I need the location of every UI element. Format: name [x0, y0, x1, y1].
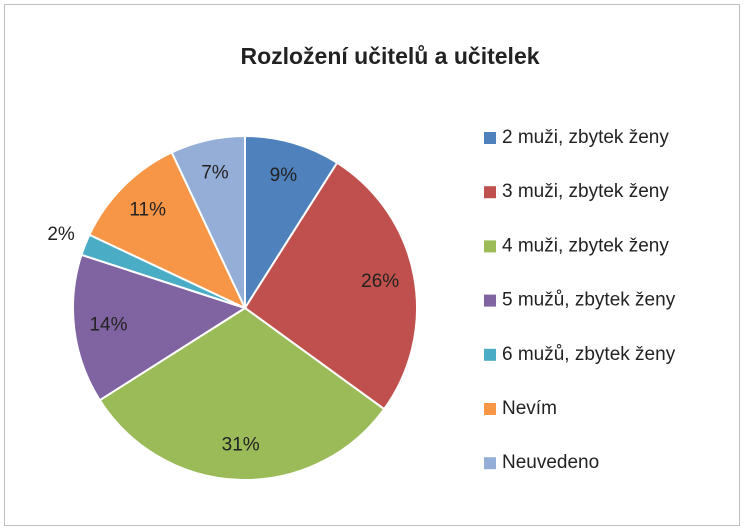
pie-slice	[170, 134, 246, 309]
pie-slice	[72, 253, 248, 402]
legend-label: Neuvedeno	[502, 452, 599, 473]
legend-swatch	[484, 348, 496, 361]
legend-label: 3 muži, zbytek ženy	[502, 181, 669, 202]
legend-label: 4 muži, zbytek ženy	[502, 235, 669, 256]
pie-slice	[244, 134, 339, 312]
data-label: 31%	[222, 435, 260, 456]
legend-swatch	[484, 186, 496, 199]
legend-label: 5 mužů, zbytek ženy	[502, 290, 676, 311]
legend-swatch	[484, 403, 496, 415]
data-label: 14%	[89, 314, 127, 335]
data-label: 9%	[270, 165, 298, 186]
pie-slice	[88, 151, 248, 311]
legend-label: 2 muži, zbytek ženy	[502, 127, 669, 148]
chart-title: Rozložení učitelů a učitelek	[240, 43, 539, 69]
pie-slice	[243, 161, 418, 411]
legend-swatch	[484, 294, 496, 307]
data-label: 26%	[361, 271, 399, 292]
legend-swatch	[484, 240, 496, 253]
legend-label: 6 mužů, zbytek ženy	[502, 344, 676, 365]
data-label: 7%	[201, 163, 229, 184]
legend-label: Nevím	[502, 398, 557, 419]
data-label: 11%	[129, 200, 166, 221]
data-label: 2%	[47, 224, 75, 245]
legend-swatch	[484, 132, 496, 144]
pie-slice	[98, 306, 386, 481]
legend-swatch	[484, 457, 496, 470]
